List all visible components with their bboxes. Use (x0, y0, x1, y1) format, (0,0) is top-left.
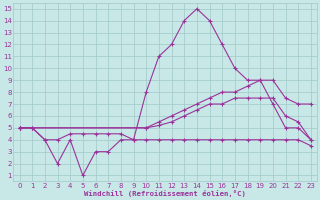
X-axis label: Windchill (Refroidissement éolien,°C): Windchill (Refroidissement éolien,°C) (84, 190, 246, 197)
